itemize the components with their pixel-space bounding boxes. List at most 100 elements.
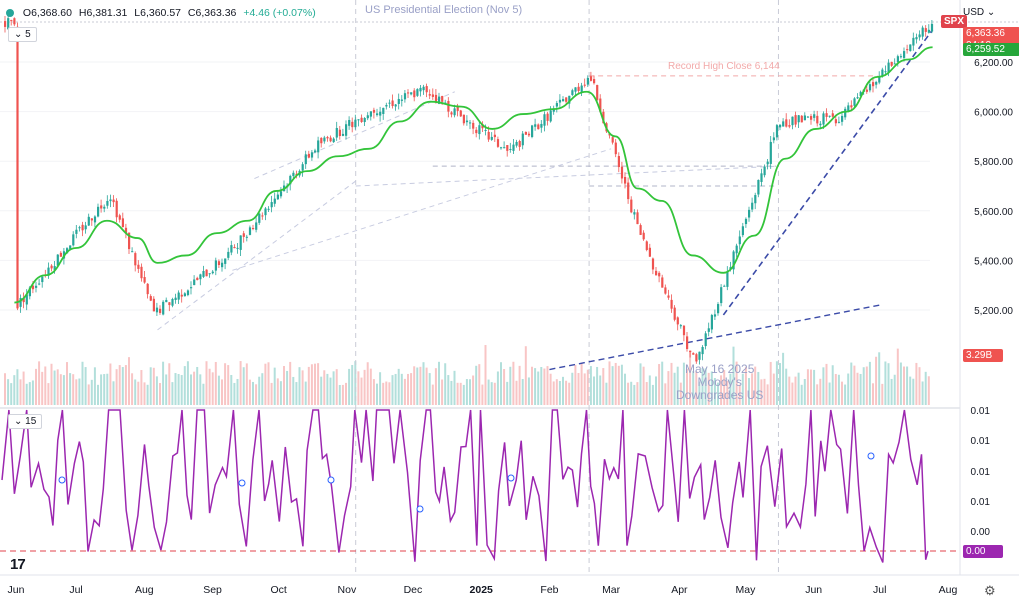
candle-body — [469, 122, 472, 124]
volume-bar — [422, 362, 425, 405]
candle-body — [803, 115, 806, 121]
candle-body — [400, 99, 403, 101]
candle-body — [4, 21, 7, 27]
axes: 5,200.00 5,400.00 5,600.00 5,800.00 6,000.00… — [8, 58, 1014, 596]
candle-body — [190, 287, 193, 289]
candle-body — [221, 262, 224, 268]
indicator-tag: 0.00 — [963, 545, 1003, 558]
volume-bar — [335, 369, 338, 405]
time-tick-label: Jun — [805, 584, 822, 596]
volume-bar — [4, 373, 6, 405]
volume-bar — [19, 379, 22, 405]
candle-body — [208, 273, 211, 275]
volume-bar — [245, 363, 248, 405]
volume-bar — [868, 361, 871, 405]
candle-body — [128, 232, 131, 250]
candle-body — [363, 117, 366, 123]
volume-bar — [255, 384, 258, 405]
candle-body — [822, 113, 825, 125]
candle-body — [472, 122, 475, 129]
candle-body — [264, 208, 267, 216]
candle-body — [537, 124, 540, 130]
last-price: 6,363.36 — [966, 28, 1005, 39]
volume-bar — [162, 361, 165, 405]
volume-bar — [47, 383, 50, 405]
candle-body — [788, 125, 791, 127]
guide-line — [254, 91, 455, 180]
settings-icon[interactable]: ⚙ — [984, 583, 996, 598]
candle-body — [875, 81, 878, 85]
candle-body — [574, 87, 577, 92]
volume-bar — [490, 382, 493, 405]
volume-bar — [236, 378, 239, 405]
volume-bar — [850, 362, 853, 405]
candle-body — [211, 271, 214, 274]
volume-bar — [748, 378, 750, 405]
candle-body — [748, 209, 751, 218]
volume-bar — [354, 361, 357, 405]
tradingview-logo[interactable]: 17 — [10, 556, 26, 573]
volume-bar — [301, 370, 304, 405]
volume-bar — [372, 379, 375, 405]
volume-bar — [13, 375, 16, 405]
volume-bar — [673, 372, 676, 405]
time-tick-label: Feb — [540, 584, 558, 596]
time-tick-label: Aug — [135, 584, 154, 596]
candle-body — [686, 336, 689, 350]
volume-bar — [512, 361, 515, 405]
candle-body — [921, 27, 924, 37]
volume-bar — [506, 381, 509, 405]
candle-body — [217, 261, 221, 266]
guide-line — [232, 148, 612, 271]
candle-body — [252, 227, 255, 229]
volume-bar — [338, 384, 341, 405]
time-tick-label: Sep — [203, 584, 222, 596]
volume-bar — [360, 377, 363, 405]
candle-body — [577, 86, 580, 91]
ma-line — [14, 46, 933, 304]
volume-bar — [713, 377, 716, 405]
time-tick-label: Jul — [873, 584, 886, 596]
candle-body — [602, 111, 605, 124]
candle-body — [872, 82, 875, 87]
candle-body — [345, 124, 348, 136]
candle-body — [202, 271, 205, 277]
volume-bar — [385, 381, 388, 405]
currency-selector[interactable]: USD ⌄ — [963, 7, 996, 18]
candle-body — [782, 121, 785, 127]
candle-body — [856, 97, 859, 99]
ma-legend[interactable]: ⌄ 5 — [8, 27, 37, 42]
volume-bar — [881, 383, 884, 405]
candle-body — [816, 115, 819, 124]
volume-bar — [307, 366, 310, 405]
volume-bar — [171, 382, 174, 405]
volume-bar — [648, 375, 651, 405]
candle-body — [338, 129, 341, 137]
volume-bar — [593, 376, 595, 405]
volume-bar — [112, 381, 115, 405]
volume-bar — [723, 370, 726, 405]
candle-body — [506, 145, 509, 151]
volume-bar — [893, 374, 896, 405]
candle-body — [422, 86, 425, 91]
volume-bar — [856, 372, 859, 405]
candle-body — [918, 34, 921, 38]
volume-bar — [766, 384, 769, 405]
volume-bar — [524, 346, 527, 405]
candle-body — [760, 173, 763, 182]
volume-bar — [645, 382, 648, 405]
candle-body — [484, 129, 487, 131]
candle-body — [428, 94, 431, 96]
visibility-icon[interactable] — [6, 9, 14, 17]
indicator-legend[interactable]: ⌄ 15 — [8, 414, 43, 429]
candle-body — [66, 248, 69, 254]
candle-body — [183, 293, 186, 297]
candle-body — [137, 264, 140, 269]
volume-bar — [118, 365, 121, 405]
candle-body — [255, 222, 258, 230]
candle-body — [87, 216, 90, 226]
volume-bar — [438, 361, 440, 405]
volume-bar — [59, 374, 62, 405]
volume-bar — [484, 345, 487, 405]
